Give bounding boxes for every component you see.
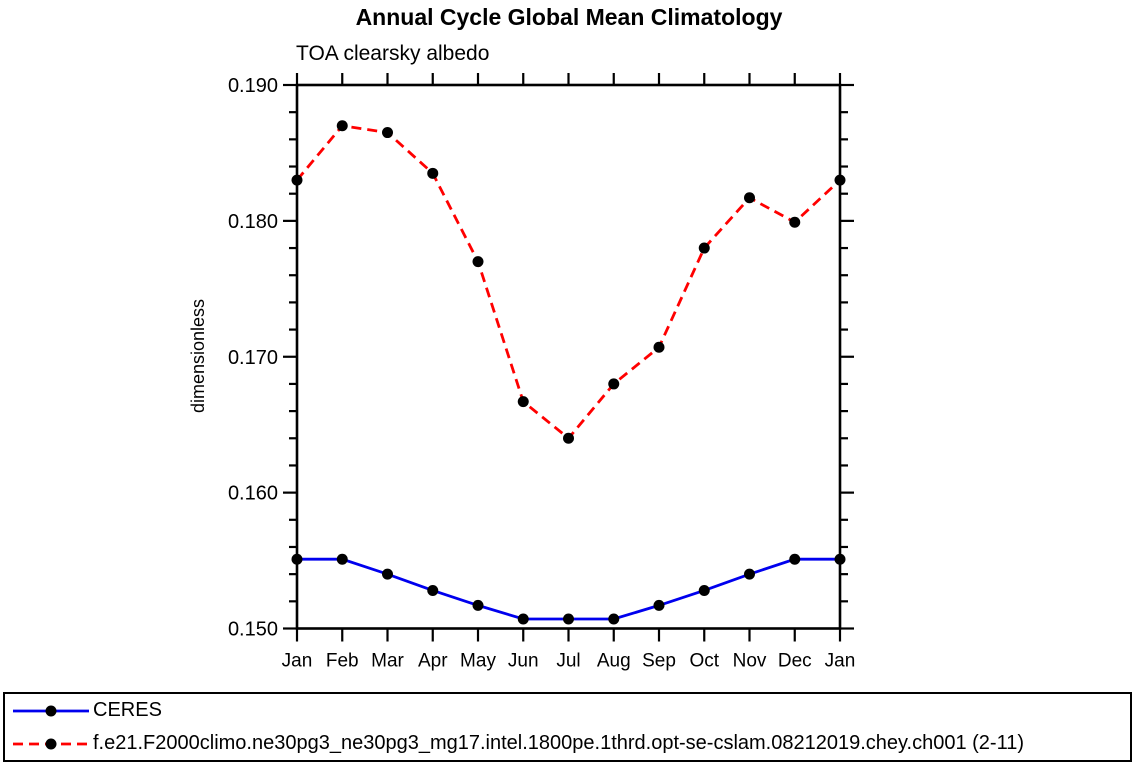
data-point-marker (608, 613, 620, 625)
series-line-ceres (297, 557, 840, 621)
ceres-line-sample-icon (13, 705, 89, 716)
y-tick-label: 0.170 (228, 347, 278, 369)
legend-label-model: f.e21.F2000climo.ne30pg3_ne30pg3_mg17.in… (93, 732, 1025, 754)
x-tick-label: Sep (642, 651, 676, 672)
y-tick-label: 0.150 (228, 619, 278, 641)
data-point-marker (472, 599, 484, 611)
data-point-marker (789, 553, 801, 565)
legend-marker (45, 738, 57, 749)
x-tick-label: Dec (778, 651, 812, 672)
x-tick-label: Aug (597, 651, 631, 672)
y-tick-label: 0.190 (228, 75, 278, 97)
plot-area: 0.150 0.160 0.170 0.180 0.190 Jan Feb Mar Apr May… (228, 73, 856, 672)
data-point-marker (517, 396, 529, 408)
data-point-marker (834, 553, 846, 565)
y-tick-label: 0.160 (228, 483, 278, 505)
data-point-marker (517, 613, 529, 625)
data-point-marker (698, 584, 710, 596)
data-point-marker (744, 568, 755, 580)
data-point-marker (698, 242, 710, 254)
data-point-marker (382, 568, 393, 580)
x-tick-label: Jul (556, 651, 580, 672)
data-point-marker (382, 127, 393, 139)
x-tick-label: Apr (418, 651, 448, 672)
x-tick-label: May (460, 651, 496, 672)
x-tick-label: Jan (282, 651, 313, 672)
legend-row-model: f.e21.F2000climo.ne30pg3_ne30pg3_mg17.in… (5, 727, 1130, 760)
data-point-marker (563, 613, 574, 625)
series-line-model (295, 124, 841, 441)
data-point-marker (744, 192, 755, 204)
x-tick-label: Jun (508, 651, 539, 672)
data-point-marker (653, 341, 665, 353)
x-tick-label: Feb (326, 651, 359, 672)
data-point-marker (472, 256, 484, 268)
model-line-sample-icon (13, 738, 89, 749)
data-point-marker (336, 553, 348, 565)
legend-label-ceres: CERES (93, 699, 162, 721)
legend-marker (45, 705, 57, 716)
x-tick-label: Nov (733, 651, 767, 672)
data-point-marker (336, 120, 348, 132)
legend-box: CERES f.e21.F2000climo.ne30pg3_ne30pg3_m… (3, 692, 1132, 762)
data-point-marker (563, 432, 574, 444)
data-point-marker (608, 378, 620, 390)
data-point-marker (789, 216, 801, 228)
data-point-marker (291, 553, 303, 565)
legend-row-ceres: CERES (5, 694, 1130, 727)
data-point-marker (291, 174, 303, 186)
y-tick-label: 0.180 (228, 211, 278, 233)
x-tick-label: Jan (825, 651, 856, 672)
data-point-marker (834, 174, 846, 186)
data-point-marker (653, 599, 665, 611)
data-point-marker (427, 584, 439, 596)
chart-subtitle: TOA clearsky albedo (296, 42, 490, 65)
plot-frame (295, 83, 842, 630)
chart-title: Annual Cycle Global Mean Climatology (355, 4, 783, 30)
x-tick-label: Oct (689, 651, 719, 672)
x-tick-label: Mar (371, 651, 404, 672)
data-point-marker (427, 167, 439, 179)
